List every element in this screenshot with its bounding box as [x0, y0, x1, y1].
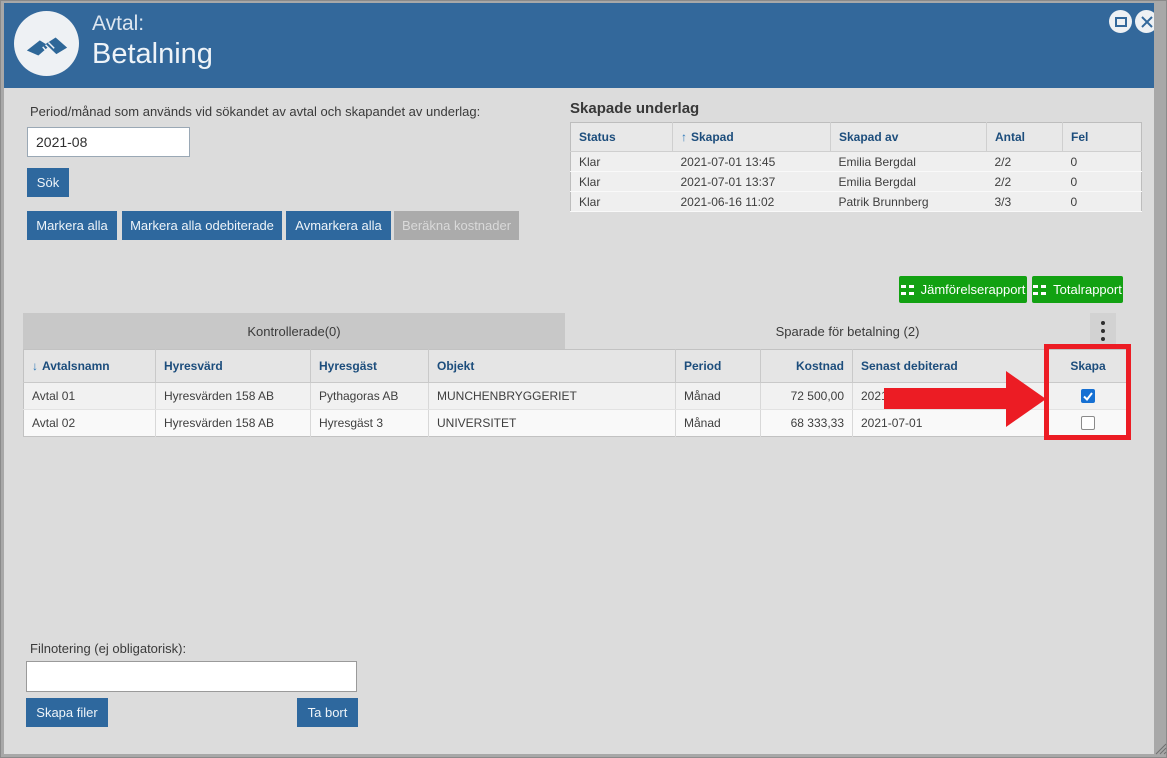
titlebar: Avtal: Betalning: [4, 3, 1158, 88]
table-row: Avtal 01 Hyresvärden 158 AB Pythagoras A…: [23, 382, 1131, 410]
table-row: Avtal 02 Hyresvärden 158 AB Hyresgäst 3 …: [23, 409, 1131, 437]
skapa-checkbox[interactable]: [1081, 416, 1095, 430]
tab-bar: Kontrollerade(0) Sparade för betalning (…: [23, 313, 1130, 349]
window-border: [0, 754, 1167, 758]
deselect-all-button[interactable]: Avmarkera alla: [286, 211, 391, 240]
select-all-button[interactable]: Markera alla: [27, 211, 117, 240]
period-label: Period/månad som används vid sökandet av…: [30, 104, 481, 119]
comparison-report-button[interactable]: Jämförelserapport: [899, 276, 1027, 303]
skapade-underlag-table: Status ↑ Skapad Skapad av Antal Fel Klar …: [570, 122, 1142, 212]
close-button[interactable]: [1135, 10, 1158, 33]
period-input[interactable]: [27, 127, 190, 157]
column-header-fel[interactable]: Fel: [1062, 122, 1142, 152]
report-list-icon: [1033, 284, 1047, 295]
column-header-hyresvard[interactable]: Hyresvärd: [155, 349, 311, 383]
tab-sparade-for-betalning[interactable]: Sparade för betalning (2): [565, 313, 1130, 349]
total-report-button[interactable]: Totalrapport: [1032, 276, 1123, 303]
skapade-underlag-title: Skapade underlag: [570, 100, 700, 117]
column-header-period[interactable]: Period: [675, 349, 761, 383]
page-title: Betalning: [92, 38, 213, 70]
table-row: Klar 2021-07-01 13:45 Emilia Bergdal 2/2…: [570, 151, 1142, 172]
app-title: Avtal:: [92, 12, 145, 35]
window-border: [0, 0, 4, 758]
delete-button[interactable]: Ta bort: [297, 698, 358, 727]
create-files-button[interactable]: Skapa filer: [26, 698, 108, 727]
calculate-costs-button: Beräkna kostnader: [394, 211, 519, 240]
payments-table: ↓ Avtalsnamn Hyresvärd Hyresgäst Objekt P…: [23, 349, 1131, 437]
search-button[interactable]: Sök: [27, 168, 69, 197]
sort-desc-icon: ↓: [32, 359, 38, 373]
column-header-status[interactable]: Status: [570, 122, 673, 152]
window-border: [1154, 0, 1167, 758]
column-header-skapad[interactable]: ↑ Skapad: [672, 122, 831, 152]
table-row: Klar 2021-07-01 13:37 Emilia Bergdal 2/2…: [570, 171, 1142, 192]
column-header-objekt[interactable]: Objekt: [428, 349, 676, 383]
file-note-label: Filnotering (ej obligatorisk):: [30, 641, 187, 656]
tab-kontrollerade[interactable]: Kontrollerade(0): [23, 313, 565, 349]
resize-grip[interactable]: [1153, 740, 1167, 755]
report-list-icon: [900, 284, 914, 295]
kebab-menu-button[interactable]: [1090, 313, 1116, 349]
skapa-checkbox[interactable]: [1081, 389, 1095, 403]
file-note-input[interactable]: [26, 661, 357, 692]
sort-asc-icon: ↑: [681, 130, 687, 144]
column-header-senast-debiterad[interactable]: Senast debiterad: [852, 349, 1046, 383]
select-all-unbilled-button[interactable]: Markera alla odebiterade: [122, 211, 282, 240]
handshake-logo-icon: [14, 11, 79, 76]
column-header-avtalsnamn[interactable]: ↓ Avtalsnamn: [23, 349, 156, 383]
column-header-antal[interactable]: Antal: [986, 122, 1063, 152]
column-header-skapad-av[interactable]: Skapad av: [830, 122, 987, 152]
column-header-hyresgast[interactable]: Hyresgäst: [310, 349, 429, 383]
column-header-skapa[interactable]: Skapa: [1045, 349, 1131, 383]
maximize-button[interactable]: [1109, 10, 1132, 33]
column-header-kostnad[interactable]: Kostnad: [760, 349, 853, 383]
table-row: Klar 2021-06-16 11:02 Patrik Brunnberg 3…: [570, 191, 1142, 212]
window-border: [0, 0, 1167, 3]
